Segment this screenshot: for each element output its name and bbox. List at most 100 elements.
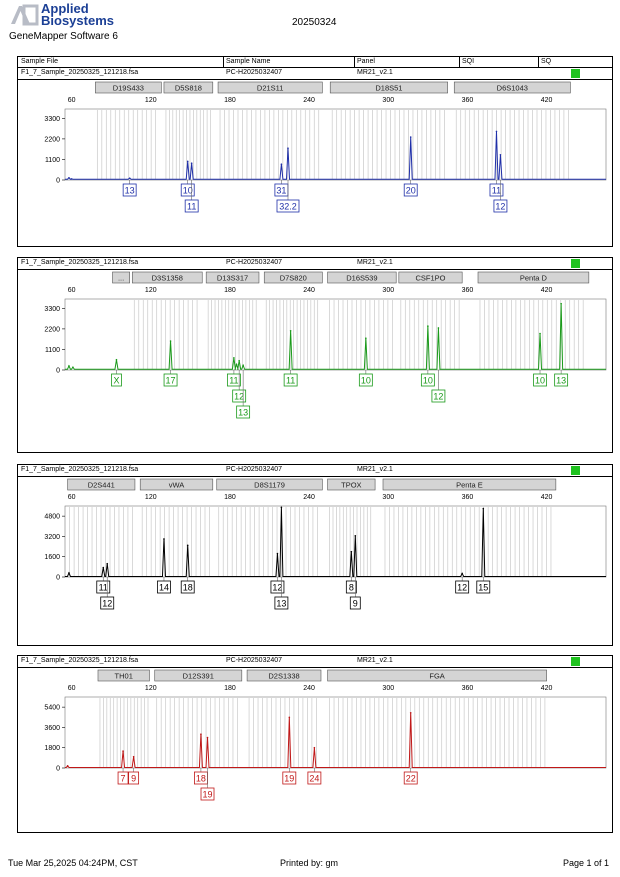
peak-point bbox=[163, 538, 165, 540]
peak-point bbox=[409, 136, 412, 138]
allele-call-box bbox=[455, 580, 470, 594]
peak-point bbox=[499, 153, 502, 156]
allele-call-box bbox=[270, 580, 285, 594]
marker-box bbox=[327, 478, 376, 491]
allele-call-label: 13 bbox=[556, 375, 566, 385]
peak-point bbox=[461, 572, 463, 575]
electropherogram-panel-green: F1_7_Sample_20250325_121218.fsa PC-H2025… bbox=[17, 257, 613, 453]
marker-label: D7S820 bbox=[280, 274, 307, 283]
allele-call-label: 17 bbox=[166, 375, 176, 385]
footer-timestamp: Tue Mar 25,2025 04:24PM, CST bbox=[8, 858, 138, 868]
x-tick-label: 120 bbox=[145, 494, 157, 501]
allele-call-label: 11 bbox=[99, 582, 108, 592]
sample-name-value: PC-H2025032407 bbox=[226, 69, 283, 76]
allele-call-box bbox=[403, 183, 418, 197]
footer-printed-by: Printed by: gm bbox=[280, 858, 339, 868]
panel-info-row: F1_7_Sample_20250325_121218.fsa PC-H2025… bbox=[18, 258, 612, 270]
peak-point bbox=[365, 337, 367, 340]
allele-call-label: 13 bbox=[125, 185, 135, 195]
peak-point bbox=[350, 550, 353, 553]
panel-info-row: F1_7_Sample_20250325_121218.fsa PC-H2025… bbox=[18, 465, 612, 477]
marker-label: D12S391 bbox=[183, 672, 214, 681]
x-tick-label: 240 bbox=[303, 685, 315, 692]
sq-quality-flag bbox=[571, 657, 580, 666]
x-tick-label: 300 bbox=[382, 685, 394, 692]
peak-point bbox=[132, 755, 135, 758]
allele-call-box bbox=[554, 373, 569, 387]
x-tick-label: 300 bbox=[382, 97, 394, 104]
marker-box bbox=[327, 669, 547, 682]
allele-call-box bbox=[232, 389, 247, 403]
y-tick-label: 5400 bbox=[44, 705, 60, 712]
marker-box bbox=[217, 81, 323, 94]
x-tick-label: 60 bbox=[68, 97, 76, 104]
allele-call-label: 10 bbox=[535, 375, 545, 385]
y-tick-label: 2200 bbox=[44, 326, 60, 333]
allele-call-box bbox=[180, 580, 195, 594]
sample-file-value: F1_7_Sample_20250325_121218.fsa bbox=[21, 259, 139, 266]
x-tick-label: 180 bbox=[224, 494, 236, 501]
column-sample-name: Sample Name bbox=[226, 58, 271, 65]
allele-call-box bbox=[420, 373, 435, 387]
allele-call-label: X bbox=[113, 375, 119, 385]
x-tick-label: 180 bbox=[224, 97, 236, 104]
allele-call-box bbox=[236, 405, 251, 419]
marker-box bbox=[477, 271, 590, 284]
peak-point bbox=[102, 566, 105, 569]
y-tick-label: 4800 bbox=[44, 514, 60, 521]
allele-call-label: 13 bbox=[238, 407, 248, 417]
allele-call-box bbox=[282, 771, 297, 785]
allele-call-box bbox=[276, 199, 300, 213]
allele-call-box bbox=[122, 183, 137, 197]
x-tick-label: 420 bbox=[541, 287, 553, 294]
signal-trace bbox=[65, 712, 606, 769]
allele-call-box bbox=[200, 787, 215, 801]
x-tick-label: 60 bbox=[68, 685, 76, 692]
peak-point bbox=[186, 544, 189, 547]
y-tick-label: 3200 bbox=[44, 534, 60, 541]
electropherogram-green: ... D3S1358 D13S317 D7S820 D16S539 CSF1PO Pent… bbox=[44, 271, 607, 419]
marker-box bbox=[216, 478, 323, 491]
x-tick-label: 240 bbox=[303, 494, 315, 501]
y-tick-label: 1100 bbox=[45, 347, 60, 354]
panel-value: MR21_v2.1 bbox=[357, 259, 393, 266]
plot-area bbox=[64, 505, 607, 578]
column-sqi: SQI bbox=[462, 58, 475, 65]
allele-call-label: 12 bbox=[234, 391, 244, 401]
allele-call-box bbox=[184, 199, 199, 213]
marker-box bbox=[67, 478, 136, 491]
allele-call-label: 10 bbox=[183, 185, 193, 195]
marker-label: D3S1358 bbox=[152, 274, 183, 283]
allele-call-box bbox=[403, 771, 418, 785]
peak-point bbox=[72, 366, 74, 368]
y-tick-label: 0 bbox=[56, 575, 60, 582]
peak-point bbox=[495, 130, 498, 133]
electropherogram-black: D2S441 vWA D8S1179 TPOX Penta E60 120 180 240 30… bbox=[44, 478, 607, 610]
allele-call-label: 11 bbox=[187, 201, 196, 211]
allele-call-label: 12 bbox=[272, 582, 282, 592]
allele-call-box bbox=[226, 373, 241, 387]
peak-point bbox=[115, 358, 118, 361]
marker-box bbox=[327, 271, 397, 284]
brand-name: Applied Biosystems bbox=[41, 1, 114, 27]
allele-call-box bbox=[128, 771, 140, 785]
marker-label: D21S11 bbox=[257, 84, 284, 93]
allele-call-label: 18 bbox=[196, 773, 206, 783]
allele-call-box bbox=[163, 373, 178, 387]
y-tick-label: 0 bbox=[56, 178, 60, 185]
applied-biosystems-logo-icon bbox=[11, 4, 39, 26]
allele-call-label: 11 bbox=[492, 185, 501, 195]
brand-line1: Applied bbox=[41, 1, 89, 16]
marker-box bbox=[95, 81, 162, 94]
peak-point bbox=[106, 562, 109, 565]
panel-info-row: F1_7_Sample_20250325_121218.fsa PC-H2025… bbox=[18, 68, 612, 80]
allele-call-label: 32.2 bbox=[279, 201, 297, 211]
allele-call-box bbox=[476, 580, 491, 594]
allele-call-box bbox=[358, 373, 373, 387]
peak-point bbox=[242, 364, 244, 367]
x-tick-label: 300 bbox=[382, 494, 394, 501]
marker-label: D5S818 bbox=[175, 84, 202, 93]
allele-call-label: 19 bbox=[284, 773, 294, 783]
